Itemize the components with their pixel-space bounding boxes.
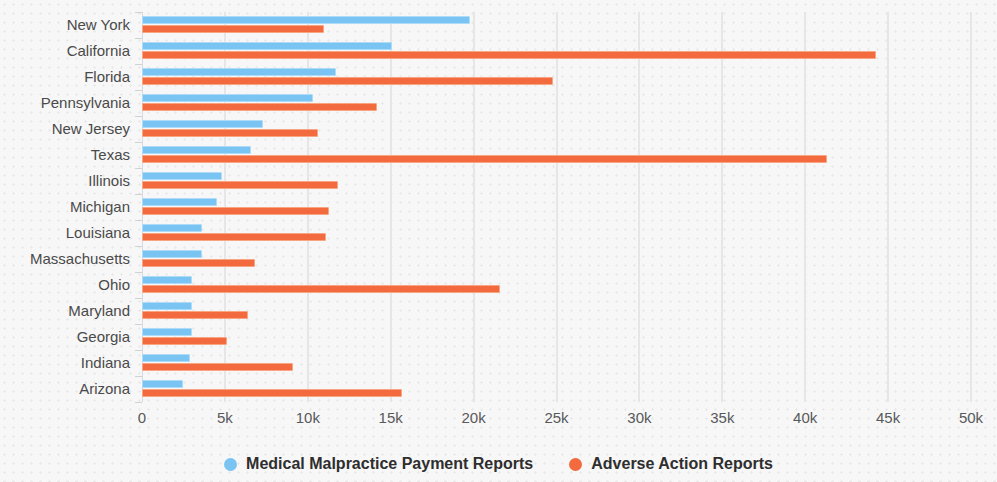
bar-adverse-action-reports[interactable] bbox=[142, 389, 402, 397]
y-axis-category-label: New York bbox=[0, 12, 130, 38]
bar-adverse-action-reports[interactable] bbox=[142, 77, 553, 85]
y-axis-tick bbox=[135, 298, 142, 299]
bar-medical-malpractice-payment-reports[interactable] bbox=[142, 68, 336, 76]
gridline bbox=[721, 12, 723, 402]
y-axis-category-label: Massachusetts bbox=[0, 246, 130, 272]
y-axis-tick bbox=[135, 90, 142, 91]
bar-chart: New YorkCaliforniaFloridaPennsylvaniaNew… bbox=[0, 0, 997, 482]
legend-marker-icon bbox=[224, 458, 237, 471]
bar-medical-malpractice-payment-reports[interactable] bbox=[142, 146, 251, 154]
y-axis-category-label: Maryland bbox=[0, 298, 130, 324]
legend-marker-icon bbox=[569, 458, 582, 471]
bar-medical-malpractice-payment-reports[interactable] bbox=[142, 224, 202, 232]
y-axis-labels: New YorkCaliforniaFloridaPennsylvaniaNew… bbox=[0, 12, 130, 402]
y-axis-category-label: New Jersey bbox=[0, 116, 130, 142]
y-axis-category-label: Georgia bbox=[0, 324, 130, 350]
legend: Medical Malpractice Payment Reports Adver… bbox=[0, 449, 997, 479]
y-axis-tick bbox=[135, 402, 142, 403]
legend-item-adverse-action-reports[interactable]: Adverse Action Reports bbox=[569, 455, 773, 473]
y-axis-tick bbox=[135, 246, 142, 247]
x-axis-tick-label: 30k bbox=[627, 409, 651, 426]
y-axis-category-label: Michigan bbox=[0, 194, 130, 220]
bar-adverse-action-reports[interactable] bbox=[142, 285, 500, 293]
x-axis-tick-label: 5k bbox=[217, 409, 233, 426]
y-axis-category-label: Ohio bbox=[0, 272, 130, 298]
bar-medical-malpractice-payment-reports[interactable] bbox=[142, 16, 470, 24]
bar-medical-malpractice-payment-reports[interactable] bbox=[142, 42, 392, 50]
bar-adverse-action-reports[interactable] bbox=[142, 259, 255, 267]
gridline bbox=[473, 12, 475, 402]
y-axis-category-label: Arizona bbox=[0, 376, 130, 402]
gridline bbox=[970, 12, 972, 402]
bar-medical-malpractice-payment-reports[interactable] bbox=[142, 354, 190, 362]
y-axis-tick bbox=[135, 168, 142, 169]
x-axis-tick-label: 10k bbox=[296, 409, 320, 426]
y-axis-category-label: Florida bbox=[0, 64, 130, 90]
x-axis-tick-label: 25k bbox=[544, 409, 568, 426]
plot-area bbox=[142, 12, 971, 402]
gridline bbox=[556, 12, 558, 402]
bar-medical-malpractice-payment-reports[interactable] bbox=[142, 94, 313, 102]
bar-medical-malpractice-payment-reports[interactable] bbox=[142, 250, 202, 258]
bar-medical-malpractice-payment-reports[interactable] bbox=[142, 276, 192, 284]
x-axis-labels: 05k10k15k20k25k30k35k40k45k50k bbox=[142, 409, 971, 429]
bar-adverse-action-reports[interactable] bbox=[142, 363, 293, 371]
bar-adverse-action-reports[interactable] bbox=[142, 337, 227, 345]
y-axis-tick bbox=[135, 220, 142, 221]
y-axis-tick bbox=[135, 194, 142, 195]
y-axis-tick bbox=[135, 38, 142, 39]
y-axis-category-label: Illinois bbox=[0, 168, 130, 194]
bar-adverse-action-reports[interactable] bbox=[142, 311, 248, 319]
y-axis-category-label: Pennsylvania bbox=[0, 90, 130, 116]
bar-medical-malpractice-payment-reports[interactable] bbox=[142, 328, 192, 336]
x-axis-tick-label: 50k bbox=[959, 409, 983, 426]
bar-adverse-action-reports[interactable] bbox=[142, 181, 338, 189]
legend-label: Adverse Action Reports bbox=[591, 455, 773, 473]
bar-adverse-action-reports[interactable] bbox=[142, 129, 318, 137]
x-axis-tick-label: 35k bbox=[710, 409, 734, 426]
legend-label: Medical Malpractice Payment Reports bbox=[246, 455, 533, 473]
gridline bbox=[638, 12, 640, 402]
y-axis-tick bbox=[135, 12, 142, 13]
x-axis-tick-label: 15k bbox=[379, 409, 403, 426]
bar-adverse-action-reports[interactable] bbox=[142, 103, 377, 111]
x-axis-tick-label: 40k bbox=[793, 409, 817, 426]
bar-adverse-action-reports[interactable] bbox=[142, 25, 324, 33]
y-axis-category-label: Texas bbox=[0, 142, 130, 168]
bar-medical-malpractice-payment-reports[interactable] bbox=[142, 120, 263, 128]
gridline bbox=[390, 12, 392, 402]
bar-medical-malpractice-payment-reports[interactable] bbox=[142, 302, 192, 310]
y-axis-category-label: Louisiana bbox=[0, 220, 130, 246]
y-axis-tick bbox=[135, 116, 142, 117]
x-axis-tick-label: 0 bbox=[138, 409, 146, 426]
y-axis-category-label: Indiana bbox=[0, 350, 130, 376]
bar-adverse-action-reports[interactable] bbox=[142, 155, 827, 163]
x-axis-tick-label: 45k bbox=[876, 409, 900, 426]
y-axis-tick bbox=[135, 324, 142, 325]
bar-adverse-action-reports[interactable] bbox=[142, 233, 326, 241]
bar-adverse-action-reports[interactable] bbox=[142, 51, 876, 59]
y-axis-tick bbox=[135, 350, 142, 351]
y-axis-tick bbox=[135, 64, 142, 65]
y-axis-tick bbox=[135, 142, 142, 143]
bar-medical-malpractice-payment-reports[interactable] bbox=[142, 172, 222, 180]
bar-adverse-action-reports[interactable] bbox=[142, 207, 329, 215]
y-axis-category-label: California bbox=[0, 38, 130, 64]
legend-item-medical-malpractice-payment-reports[interactable]: Medical Malpractice Payment Reports bbox=[224, 455, 533, 473]
bar-medical-malpractice-payment-reports[interactable] bbox=[142, 198, 217, 206]
y-axis-tick bbox=[135, 376, 142, 377]
bar-medical-malpractice-payment-reports[interactable] bbox=[142, 380, 183, 388]
gridline bbox=[887, 12, 889, 402]
y-axis-tick bbox=[135, 272, 142, 273]
x-axis-tick-label: 20k bbox=[462, 409, 486, 426]
gridline bbox=[804, 12, 806, 402]
